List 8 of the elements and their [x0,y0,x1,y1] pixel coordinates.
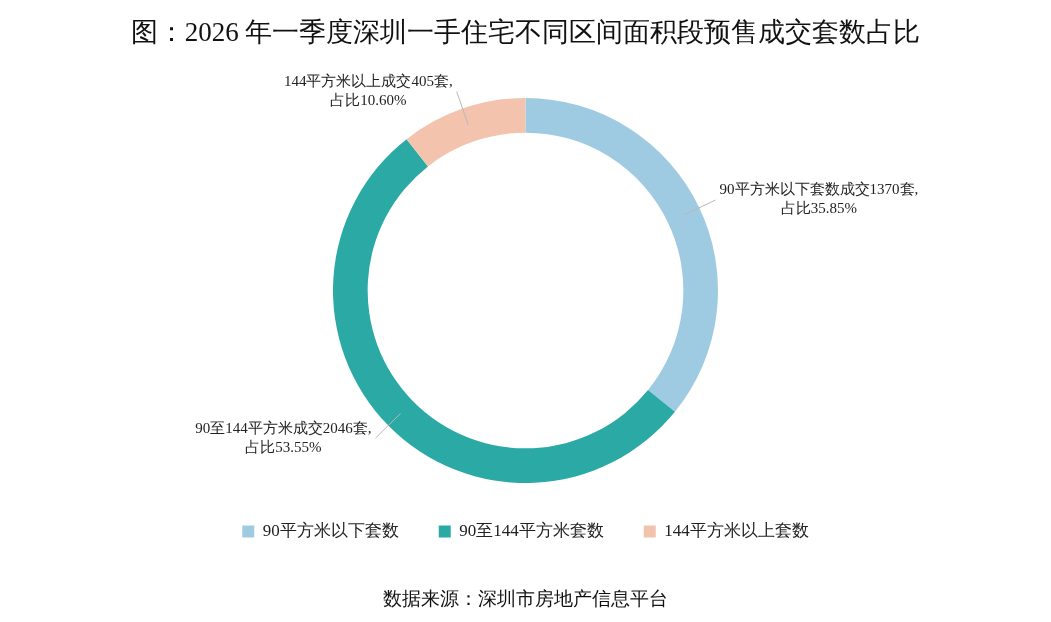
legend-label: 90至144平方米套数 [459,520,604,540]
legend-label: 144平方米以上套数 [664,520,809,540]
data-label: 90平方米以下套数成交1370套, 占比35.85% [719,181,919,217]
legend-label: 90平方米以下套数 [262,520,399,540]
data-label: 90至144平方米成交2046套, 占比53.55% [195,419,372,455]
chart-title: 图：2026 年一季度深圳一手住宅不同区间面积段预售成交套数占比 [129,16,922,49]
source-note: 数据来源：深圳市房地产信息平台 [382,587,669,611]
data-label: 144平方米以上成交405套, 占比10.60% [283,73,453,108]
